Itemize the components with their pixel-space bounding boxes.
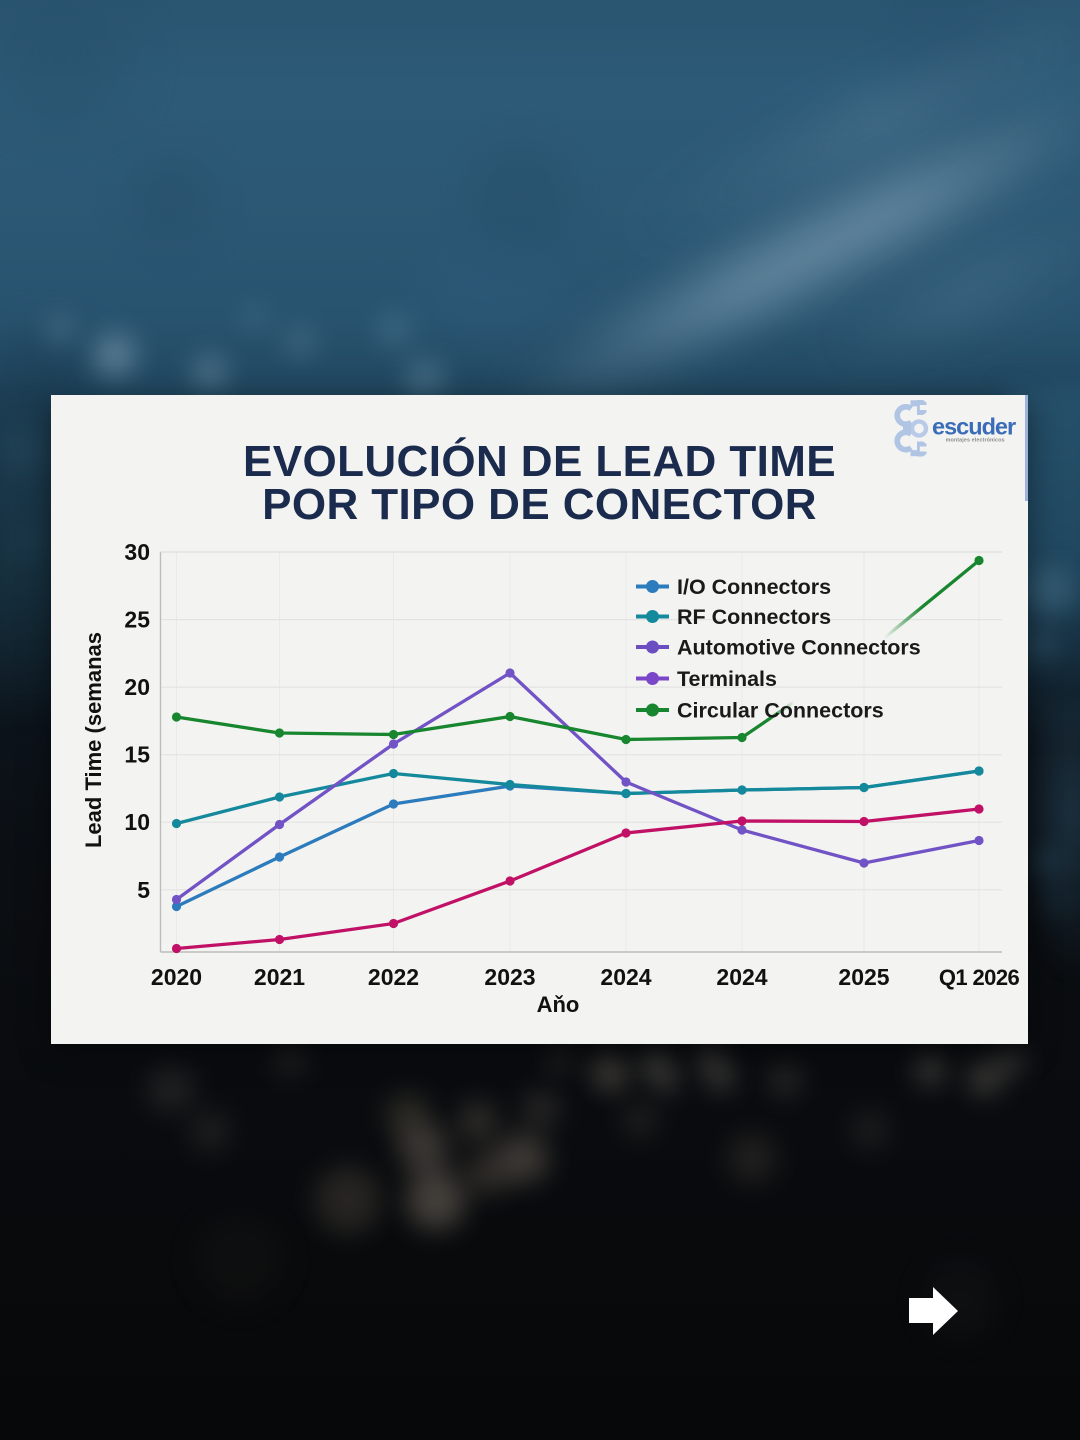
svg-text:Terminals: Terminals <box>677 667 777 691</box>
svg-text:25: 25 <box>124 607 150 633</box>
svg-text:10: 10 <box>124 809 150 835</box>
svg-text:I/O Connectors: I/O Connectors <box>677 575 831 599</box>
svg-text:Aňo: Aňo <box>537 992 580 1017</box>
svg-text:2023: 2023 <box>484 964 535 990</box>
svg-text:5: 5 <box>137 877 150 903</box>
svg-text:15: 15 <box>124 742 150 768</box>
svg-text:30: 30 <box>124 539 150 565</box>
svg-text:escuder: escuder <box>932 414 1016 440</box>
svg-text:2020: 2020 <box>151 964 202 990</box>
svg-text:2024: 2024 <box>716 964 767 990</box>
svg-text:Automotive Connectors: Automotive Connectors <box>677 636 921 660</box>
svg-text:Circular Connectors: Circular Connectors <box>677 699 884 723</box>
svg-text:2022: 2022 <box>368 964 419 990</box>
svg-text:Lead Time (semanas: Lead Time (semanas <box>81 632 106 848</box>
svg-text:2025: 2025 <box>838 964 889 990</box>
svg-text:2024: 2024 <box>600 964 651 990</box>
svg-text:montajes electrónicos: montajes electrónicos <box>946 437 1005 443</box>
svg-text:RF Connectors: RF Connectors <box>677 605 831 629</box>
svg-text:20: 20 <box>124 674 150 700</box>
svg-text:Q1 2026: Q1 2026 <box>939 965 1020 990</box>
svg-text:2021: 2021 <box>254 964 305 990</box>
